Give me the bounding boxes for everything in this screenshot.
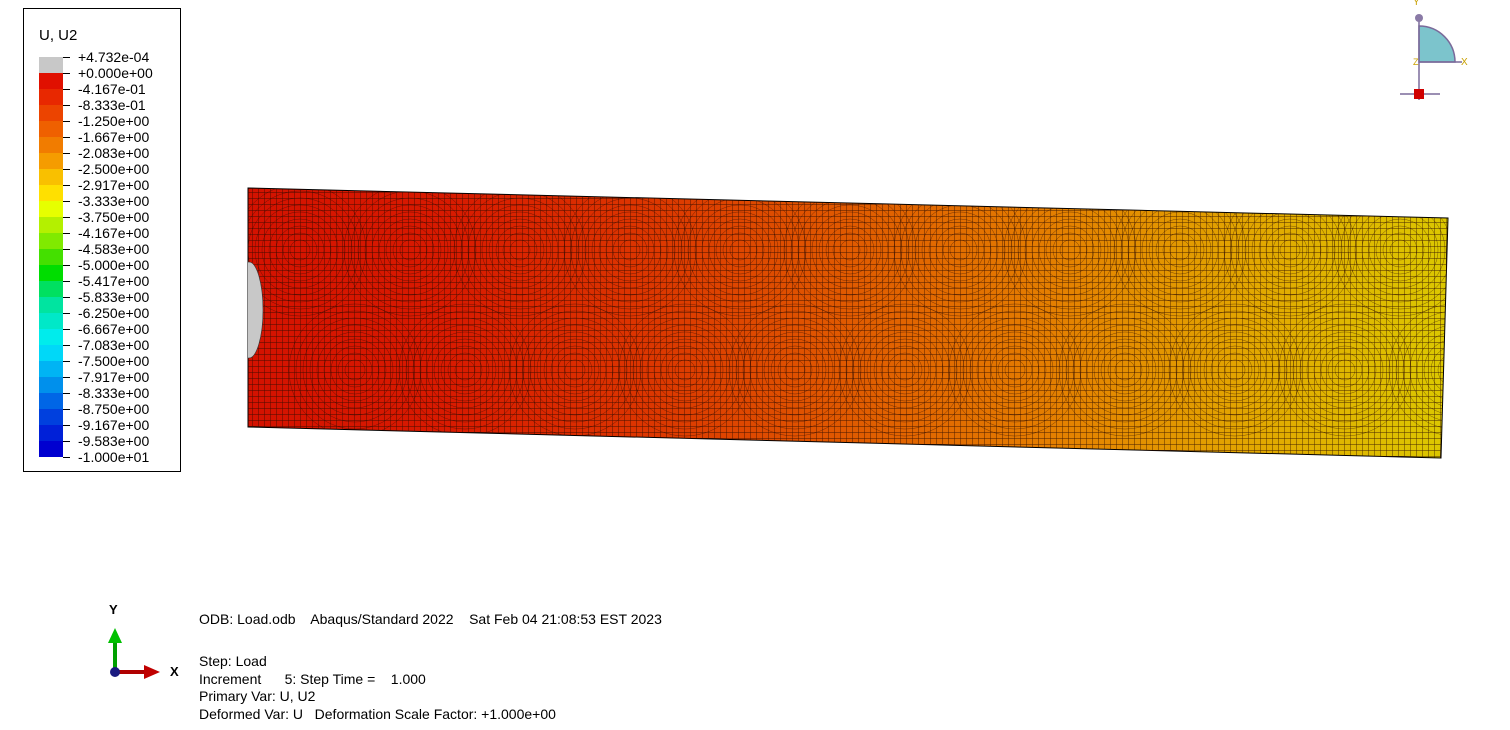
legend-swatch [39,217,63,233]
legend-swatch [39,153,63,169]
legend-label: -8.750e+00 [78,401,150,417]
legend-tick [63,345,70,346]
legend-label: -6.250e+00 [78,305,150,321]
legend-label: -8.333e+00 [78,385,150,401]
legend-label: -6.667e+00 [78,321,150,337]
legend-swatch [39,409,63,425]
viewcube-y-label: Y [1413,0,1420,8]
legend-tick [63,441,70,442]
global-triad [108,628,160,679]
odb-info-line: ODB: Load.odb Abaqus/Standard 2022 Sat F… [199,611,662,627]
legend-tick [63,233,70,234]
legend-label: -5.000e+00 [78,257,150,273]
legend-label: -2.500e+00 [78,161,150,177]
viewcube-z-label: Z [1413,57,1419,67]
deformed-var-info: Deformed Var: U Deformation Scale Factor… [199,706,556,722]
contour-legend: U, U2 +4.732e-04 +0.000e+00 -4.167e-01 -8.3… [23,8,181,472]
legend-swatch [39,329,63,345]
legend-swatch [39,425,63,441]
legend-swatch [39,201,63,217]
legend-swatch [39,249,63,265]
legend-label: -7.083e+00 [78,337,150,353]
max-value-region [248,261,264,359]
legend-swatch [39,121,63,137]
legend-swatch [39,297,63,313]
legend-label: -1.000e+01 [78,449,150,465]
legend-label: -7.500e+00 [78,353,150,369]
legend-label: -4.167e+00 [78,225,150,241]
legend-title: U, U2 [39,27,78,44]
mesh-grid [248,188,1448,458]
increment-info: Increment 5: Step Time = 1.000 [199,671,426,687]
viewcube-x-label: X [1461,57,1468,68]
legend-label: -1.667e+00 [78,129,150,145]
legend-swatch [39,441,63,457]
legend-label: -2.917e+00 [78,177,150,193]
primary-var-info: Primary Var: U, U2 [199,688,316,704]
legend-tick [63,313,70,314]
legend-tick [63,137,70,138]
legend-swatch [39,57,63,73]
legend-tick [63,265,70,266]
legend-tick [63,377,70,378]
legend-label: -4.167e-01 [78,81,146,97]
legend-swatch [39,169,63,185]
legend-label: -8.333e-01 [78,97,146,113]
legend-tick [63,153,70,154]
legend-tick [63,281,70,282]
legend-label: -2.083e+00 [78,145,150,161]
legend-swatch [39,265,63,281]
legend-tick [63,201,70,202]
legend-tick [63,73,70,74]
legend-tick [63,297,70,298]
legend-swatch [39,89,63,105]
view-orientation-cube[interactable] [1400,14,1462,100]
legend-tick [63,89,70,90]
legend-label: +0.000e+00 [78,65,153,81]
legend-swatches [39,57,63,457]
legend-tick [63,57,70,58]
legend-label: -3.333e+00 [78,193,150,209]
legend-tick [63,361,70,362]
legend-swatch [39,345,63,361]
legend-label: +4.732e-04 [78,49,150,65]
legend-swatch [39,313,63,329]
step-info: Step: Load [199,653,267,669]
legend-label: -3.750e+00 [78,209,150,225]
triad-y-label: Y [109,602,118,617]
legend-tick [63,329,70,330]
triad-x-label: X [170,664,179,679]
legend-tick [63,217,70,218]
legend-tick [63,249,70,250]
legend-tick [63,121,70,122]
legend-swatch [39,185,63,201]
legend-swatch [39,105,63,121]
legend-tick [63,457,70,458]
legend-swatch [39,393,63,409]
legend-tick [63,409,70,410]
legend-label: -9.167e+00 [78,417,150,433]
legend-swatch [39,281,63,297]
legend-tick [63,105,70,106]
legend-label: -5.417e+00 [78,273,150,289]
legend-tick [63,185,70,186]
legend-label: -4.583e+00 [78,241,150,257]
legend-tick [63,393,70,394]
legend-swatch [39,377,63,393]
legend-swatch [39,233,63,249]
legend-label: -5.833e+00 [78,289,150,305]
legend-label: -9.583e+00 [78,433,150,449]
legend-swatch [39,137,63,153]
legend-swatch [39,361,63,377]
legend-swatch [39,73,63,89]
legend-label: -1.250e+00 [78,113,150,129]
legend-label: -7.917e+00 [78,369,150,385]
legend-tick [63,425,70,426]
legend-tick [63,169,70,170]
